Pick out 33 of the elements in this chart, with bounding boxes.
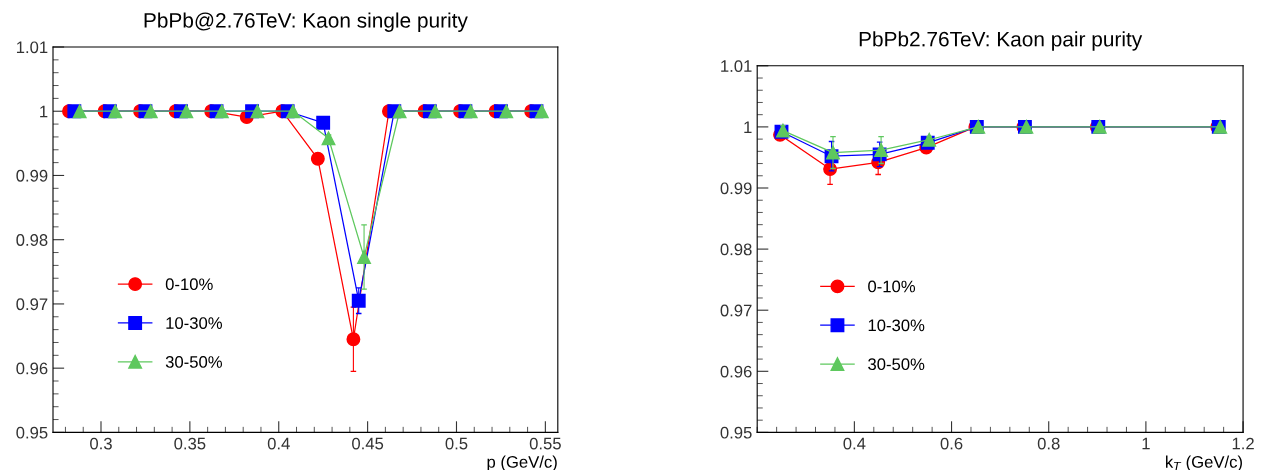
y-tick-label: 0.98 xyxy=(16,234,48,246)
x-tick-label: 0.5 xyxy=(445,437,468,450)
legend-label: 30-50% xyxy=(165,356,222,368)
y-tick-label: 0.99 xyxy=(16,169,48,182)
y-tick-label: 0.99 xyxy=(720,182,752,195)
y-tick-label: 1.01 xyxy=(16,41,48,54)
legend-label: 0-10% xyxy=(868,280,916,293)
y-tick-label: 1.01 xyxy=(721,60,752,72)
legend-label: 30-50% xyxy=(868,358,925,371)
x-tick-label: 0.35 xyxy=(174,437,206,450)
legend-label: 0-10% xyxy=(165,278,213,291)
x-tick-label: 0.4 xyxy=(267,437,290,450)
y-tick-label: 0.95 xyxy=(720,426,752,439)
x-tick-label: 0.55 xyxy=(529,437,561,450)
y-tick-label: 0.98 xyxy=(720,243,752,256)
y-tick-label: 0.95 xyxy=(16,426,48,439)
x-tick-label: 0.45 xyxy=(352,437,384,450)
legend-label: 10-30% xyxy=(166,317,222,329)
y-tick-label: 1 xyxy=(40,105,48,118)
x-tick-label: 1 xyxy=(1142,437,1150,450)
x-tick-label: 0.8 xyxy=(1037,437,1060,450)
y-tick-label: 0.97 xyxy=(16,298,48,311)
x-tick-label: 0.3 xyxy=(90,437,112,450)
chart-title: PbPb@2.76TeV: Kaon single purity xyxy=(144,12,468,32)
x-tick-label: 0.6 xyxy=(940,437,963,450)
y-tick-label: 1 xyxy=(744,121,752,133)
y-tick-label: 0.96 xyxy=(16,362,48,375)
y-tick-label: 0.96 xyxy=(720,365,752,378)
x-tick-label: 0.4 xyxy=(843,437,866,450)
x-tick-label: 1.2 xyxy=(1232,437,1254,450)
legend-label: 10-30% xyxy=(868,319,925,332)
y-tick-label: 0.97 xyxy=(720,304,752,317)
chart-title: PbPb2.76TeV: Kaon pair purity xyxy=(859,31,1143,51)
